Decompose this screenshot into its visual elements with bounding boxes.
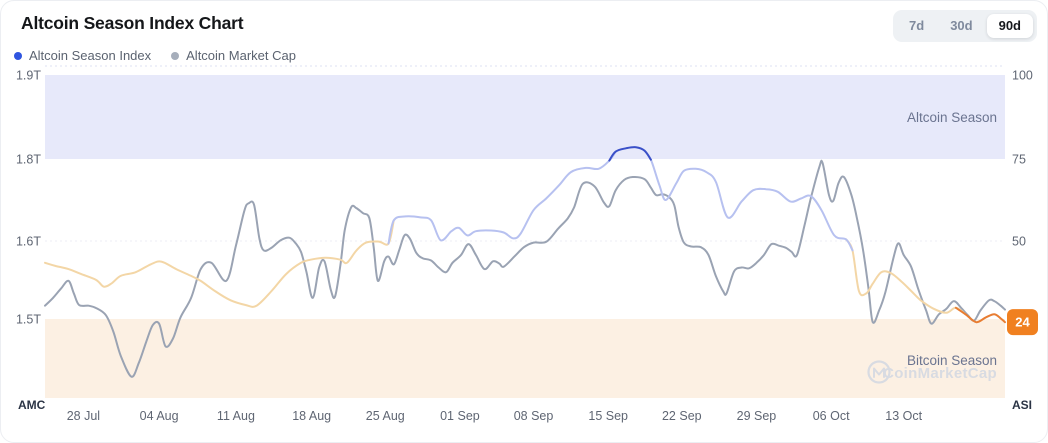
x-axis-tick: 11 Aug <box>217 409 255 423</box>
bitcoin-season-band-label: Bitcoin Season <box>907 353 997 368</box>
left-axis-name-amc: AMC <box>18 398 46 412</box>
legend-dot-blue-icon <box>14 51 22 60</box>
range-button-90d[interactable]: 90d <box>986 14 1033 38</box>
x-axis-tick: 22 Sep <box>662 409 702 423</box>
altcoin-market-cap-line <box>44 159 1006 378</box>
badge-bg <box>1007 309 1038 336</box>
coinmarketcap-logo-icon <box>867 360 891 384</box>
x-axis-tick: 25 Aug <box>366 409 405 423</box>
legend-label: Altcoin Season Index <box>29 48 152 63</box>
altcoin-season-index-line-high <box>608 146 652 162</box>
left-axis-tick: 1.8T <box>16 153 41 167</box>
badge-value: 24 <box>1015 315 1030 330</box>
right-axis-tick: 100 <box>1012 69 1033 83</box>
altcoin-season-index-line-low <box>44 219 395 308</box>
range-switch: 7d 30d 90d <box>893 10 1037 42</box>
altcoin-season-index-line-mid <box>643 149 854 252</box>
left-axis-tick: 1.6T <box>16 235 41 249</box>
right-axis-name-asi: ASI <box>1012 398 1032 412</box>
x-axis-tick: 08 Sep <box>514 409 554 423</box>
right-axis-tick: 50 <box>1012 235 1026 249</box>
x-axis-tick: 06 Oct <box>813 409 850 423</box>
x-axis-tick: 18 Aug <box>292 409 331 423</box>
legend-item-altcoin-season-index[interactable]: Altcoin Season Index <box>14 48 151 63</box>
page-title: Altcoin Season Index Chart <box>21 13 244 33</box>
legend: Altcoin Season Index Altcoin Market Cap <box>14 48 296 63</box>
range-button-7d[interactable]: 7d <box>897 14 936 38</box>
left-axis-tick: 1.9T <box>16 69 41 83</box>
altcoin-season-index-line-end <box>954 306 1006 324</box>
legend-item-altcoin-market-cap[interactable]: Altcoin Market Cap <box>171 48 296 63</box>
altcoin-season-index-line-mid <box>387 150 617 245</box>
range-button-30d[interactable]: 30d <box>938 14 984 38</box>
altcoin-season-band-label: Altcoin Season <box>907 110 997 125</box>
coinmarketcap-watermark: CoinMarketCap <box>867 360 997 384</box>
legend-dot-gray-icon <box>171 51 180 60</box>
band-altcoin-season <box>45 75 1005 159</box>
coinmarketcap-logo-m <box>873 367 885 378</box>
x-axis-tick: 01 Sep <box>440 409 480 423</box>
current-value-badge: 24 <box>1007 309 1038 336</box>
x-axis-tick: 04 Aug <box>140 409 179 423</box>
left-axis-tick: 1.5T <box>16 313 41 327</box>
x-axis-tick: 29 Sep <box>737 409 777 423</box>
watermark-text: CoinMarketCap <box>883 365 997 382</box>
x-axis-tick: 15 Sep <box>588 409 628 423</box>
x-axis-tick: 13 Oct <box>885 409 922 423</box>
legend-label: Altcoin Market Cap <box>186 48 296 63</box>
x-axis-tick: 28 Jul <box>67 409 100 423</box>
altcoin-season-index-line-low <box>845 238 967 316</box>
right-axis-tick: 75 <box>1012 153 1026 167</box>
band-bitcoin-season <box>45 319 1005 398</box>
